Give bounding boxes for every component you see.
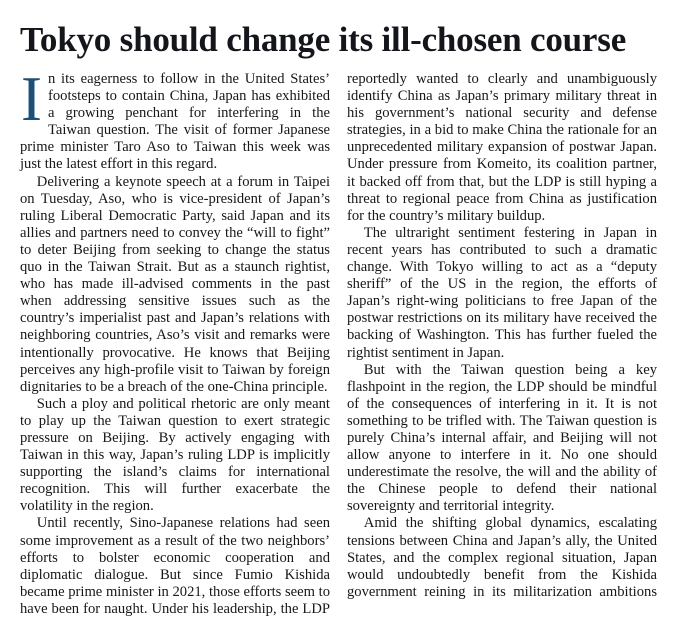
paragraph-4: Until recently, Sino-Japanese relations … [20, 71, 657, 617]
paragraph-6: But with the Taiwan question being a key… [347, 361, 657, 515]
paragraph-5: The ultraright sentiment festering in Ja… [347, 224, 657, 361]
paragraph-2: Delivering a keynote speech at a forum i… [20, 173, 330, 395]
paragraph-1-text: n its eagerness to follow in the United … [20, 71, 330, 173]
drop-cap: I [21, 64, 42, 134]
page-title: Tokyo should change its ill-chosen cours… [20, 20, 627, 59]
paragraph-3: Such a ploy and political rhetoric are o… [20, 395, 330, 515]
paragraph-7: Amid the shifting global dynamics, escal… [347, 515, 657, 600]
